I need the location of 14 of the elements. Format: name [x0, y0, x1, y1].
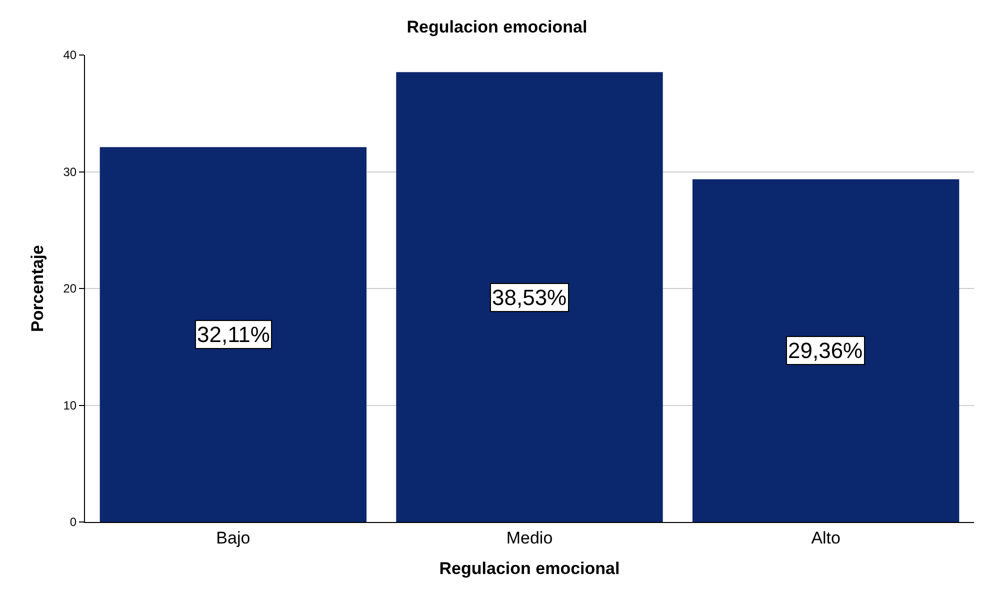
- x-tick-label: Medio: [506, 528, 553, 548]
- data-label: 29,36%: [788, 338, 863, 363]
- x-tick-label: Bajo: [216, 528, 250, 548]
- y-tick-label: 0: [70, 515, 77, 530]
- y-tick-label: 20: [63, 282, 77, 296]
- data-label: 32,11%: [197, 322, 270, 347]
- data-label: 38,53%: [492, 285, 567, 310]
- x-axis-title: Regulacion emocional: [439, 558, 620, 578]
- x-tick-label: Alto: [811, 528, 840, 548]
- y-axis-title: Porcentaje: [28, 245, 47, 332]
- y-tick-label: 30: [63, 164, 77, 179]
- y-tick-label: 10: [63, 398, 77, 412]
- y-tick-label: 40: [63, 48, 77, 62]
- chart-title: Regulacion emocional: [406, 18, 588, 37]
